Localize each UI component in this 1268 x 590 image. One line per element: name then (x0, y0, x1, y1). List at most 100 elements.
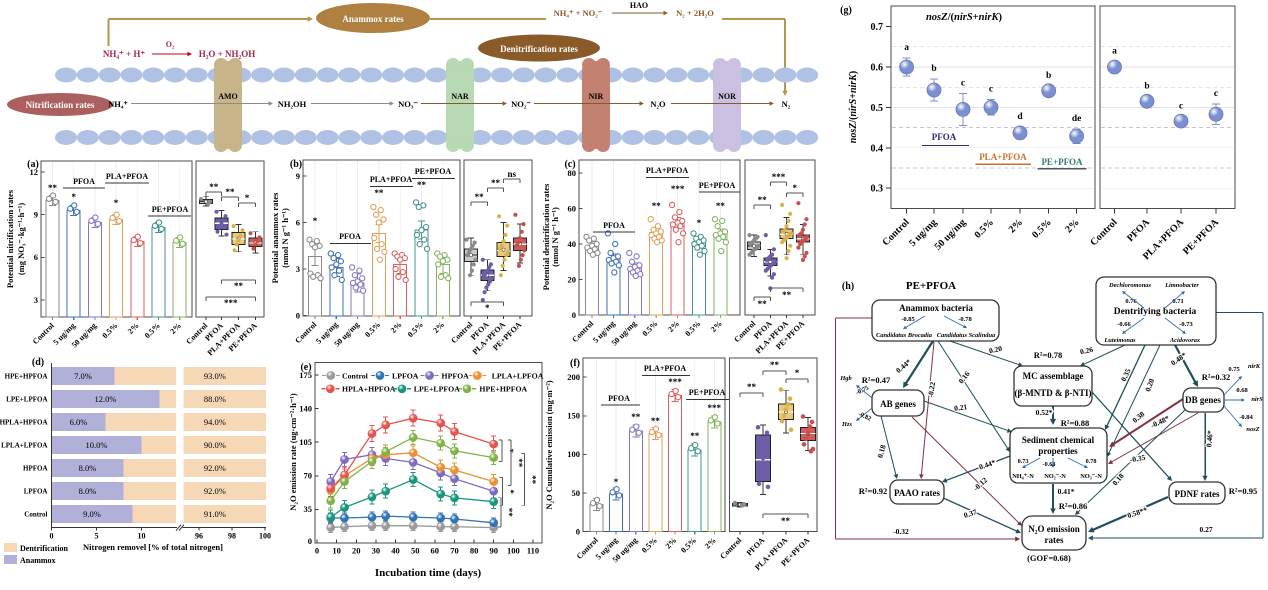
svg-text:0.5%: 0.5% (641, 319, 660, 338)
svg-text:**: ** (631, 412, 641, 422)
svg-text:2%: 2% (126, 321, 141, 336)
svg-text:*: * (114, 198, 119, 208)
svg-text:*: * (313, 216, 318, 226)
svg-text:R²=0.92: R²=0.92 (859, 486, 887, 496)
svg-text:nosZ: nosZ (1246, 426, 1259, 433)
svg-text:**: ** (48, 183, 58, 193)
svg-text:**: ** (514, 458, 524, 468)
svg-text:100: 100 (259, 532, 271, 541)
svg-text:-0.63: -0.63 (1043, 461, 1056, 468)
svg-text:NH₂OH: NH₂OH (278, 99, 307, 109)
svg-text:**: ** (716, 201, 726, 211)
svg-text:0.7: 0.7 (871, 22, 884, 33)
svg-text:**: ** (770, 360, 780, 370)
svg-text:Dentrification: Dentrification (20, 544, 69, 553)
svg-text:2%: 2% (703, 536, 718, 551)
svg-text:PE+PFOA: PE+PFOA (152, 205, 189, 214)
svg-text:0.6: 0.6 (871, 63, 884, 74)
svg-text:*: * (697, 218, 702, 228)
svg-text:10: 10 (138, 532, 146, 541)
svg-text:b: b (1144, 82, 1149, 92)
svg-text:*: * (485, 303, 490, 313)
svg-text:ns: ns (508, 169, 517, 179)
svg-text:R²=0.32: R²=0.32 (1202, 372, 1230, 382)
svg-text:*: * (614, 477, 619, 487)
svg-text:110: 110 (527, 546, 539, 556)
svg-text:(g): (g) (840, 5, 852, 16)
svg-text:-0.48*: -0.48* (1149, 413, 1171, 429)
svg-text:PFOA: PFOA (1125, 216, 1153, 244)
svg-text:Control: Control (24, 511, 47, 519)
svg-text:de: de (1072, 114, 1082, 124)
svg-text:6: 6 (296, 217, 300, 227)
svg-text:R²=0.47: R²=0.47 (862, 375, 891, 385)
svg-text:0.68: 0.68 (1236, 387, 1248, 394)
svg-text:35: 35 (304, 504, 313, 514)
svg-text:***: *** (671, 184, 685, 194)
svg-text:40: 40 (568, 239, 577, 249)
svg-text:PFOA: PFOA (603, 221, 625, 230)
svg-text:NO₂⁻: NO₂⁻ (511, 99, 531, 109)
svg-text:N₂: N₂ (782, 99, 791, 109)
svg-text:0.5: 0.5 (871, 103, 884, 114)
svg-text:100: 100 (507, 546, 520, 556)
svg-text:AMO: AMO (218, 92, 238, 101)
svg-text:LPFOA: LPFOA (24, 488, 48, 496)
svg-text:2%: 2% (709, 319, 724, 334)
svg-text:50: 50 (572, 488, 581, 498)
svg-text:0.20: 0.20 (1143, 377, 1156, 393)
svg-text:R²=0.95: R²=0.95 (1229, 486, 1257, 496)
svg-text:-0.73: -0.73 (1179, 321, 1193, 328)
svg-text:0.5%: 0.5% (1030, 217, 1054, 241)
svg-text:0.41*: 0.41* (1058, 487, 1075, 496)
svg-text:200: 200 (567, 372, 580, 382)
svg-text:PLA+PFOA: PLA+PFOA (370, 175, 413, 184)
svg-text:**: ** (209, 182, 219, 192)
svg-text:PFOA: PFOA (932, 132, 957, 142)
svg-text:c: c (989, 85, 993, 95)
svg-text:0.5%: 0.5% (640, 536, 659, 555)
svg-text:80: 80 (470, 546, 479, 556)
svg-text:PDNF rates: PDNF rates (1175, 489, 1220, 499)
svg-text:**: ** (504, 508, 514, 518)
svg-text:80: 80 (568, 168, 577, 178)
svg-text:**: ** (475, 192, 485, 202)
svg-text:0.35: 0.35 (1119, 367, 1133, 383)
svg-text:0.26: 0.26 (1079, 345, 1094, 357)
svg-text:Control: Control (1088, 217, 1119, 248)
svg-text:Candidatus Brocadia: Candidatus Brocadia (876, 332, 933, 339)
svg-text:**: ** (374, 188, 384, 198)
svg-text:R²=0.78: R²=0.78 (1034, 350, 1062, 360)
svg-text:(mg NO₃⁻·kg⁻¹·h⁻¹): (mg NO₃⁻·kg⁻¹·h⁻¹) (16, 203, 26, 276)
svg-text:***: *** (668, 377, 682, 387)
svg-text:PFOA: PFOA (339, 232, 361, 241)
svg-text:2%: 2% (666, 319, 681, 334)
svg-text:**: ** (758, 299, 768, 309)
svg-text:-0.35: -0.35 (1129, 453, 1146, 465)
svg-text:LPLA+LPFOA: LPLA+LPFOA (492, 371, 544, 380)
svg-text:-0.85: -0.85 (901, 316, 915, 323)
svg-text:PAAO rates: PAAO rates (894, 488, 941, 498)
svg-text:properties: properties (1038, 446, 1078, 456)
svg-text:N₂O Cumulative emission (mg·m⁻: N₂O Cumulative emission (mg·m⁻²) (544, 380, 554, 509)
svg-text:**: ** (528, 475, 538, 485)
svg-text:(nmol N g⁻¹ h⁻¹): (nmol N g⁻¹ h⁻¹) (280, 208, 290, 268)
svg-text:Control: Control (718, 535, 744, 561)
svg-text:Sediment chemical: Sediment chemical (1022, 435, 1095, 445)
svg-text:0: 0 (296, 310, 300, 320)
svg-text:3: 3 (296, 264, 300, 274)
svg-text:98: 98 (228, 532, 236, 541)
svg-text:70: 70 (450, 546, 459, 556)
svg-text:9: 9 (34, 210, 38, 220)
svg-text:0.27: 0.27 (1199, 525, 1212, 534)
svg-text:**: ** (781, 516, 791, 526)
svg-text:b: b (931, 64, 936, 74)
svg-text:Anammox: Anammox (20, 556, 56, 565)
svg-text:70: 70 (304, 471, 313, 481)
svg-text:**: ** (491, 178, 501, 188)
svg-text:H₂O + NH₂OH: H₂O + NH₂OH (199, 49, 256, 59)
svg-text:0.4: 0.4 (871, 143, 884, 154)
svg-text:NO₃⁻-N: NO₃⁻-N (1080, 473, 1102, 480)
svg-text:**: ** (417, 180, 427, 190)
svg-text:0.75: 0.75 (1228, 366, 1240, 373)
